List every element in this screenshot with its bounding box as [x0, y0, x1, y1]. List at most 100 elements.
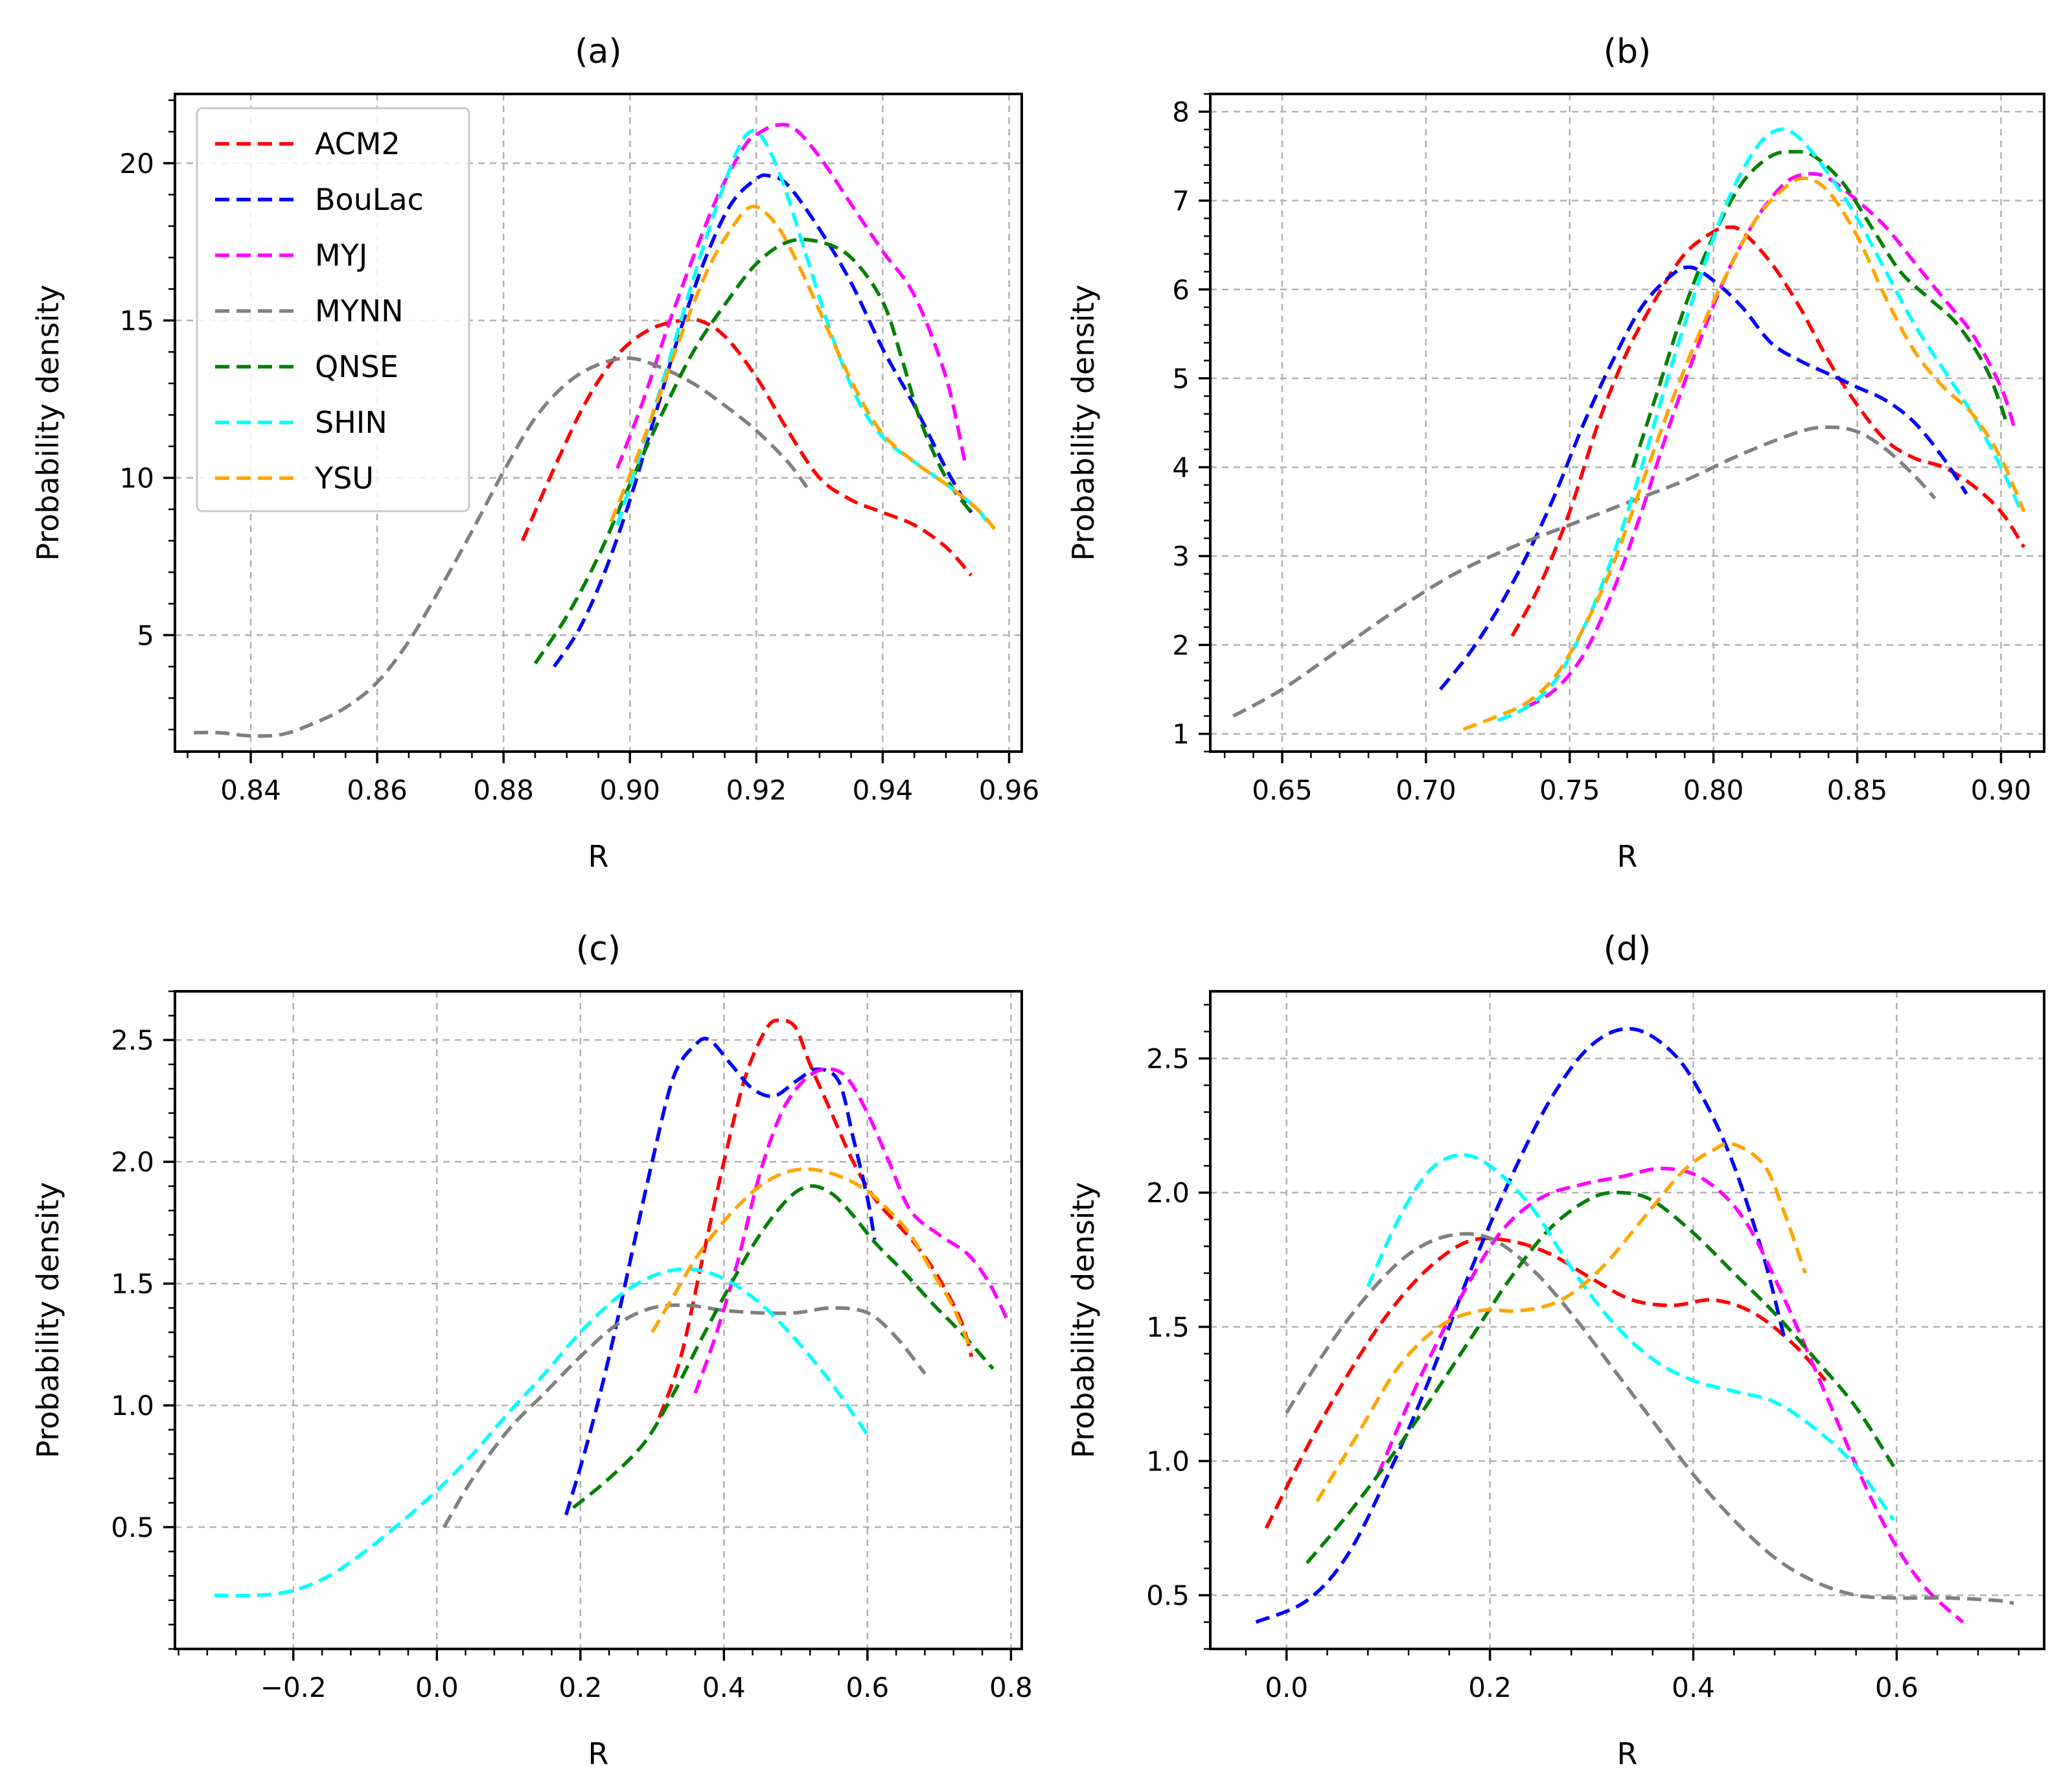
series-line-boulac [1438, 265, 1968, 691]
series-line-mynn [1232, 425, 1937, 718]
series-line-ysu [650, 1167, 974, 1353]
panel-c: −0.2 0.0 0.2 0.4 0.6 0.8 0.5 1.0 1.5 2.0 2.5 (c) R Pr… [30, 930, 1033, 1771]
y-tick-label: 1.0 [111, 1390, 154, 1422]
panel-title: (d) [1604, 930, 1652, 969]
legend-box [196, 107, 470, 512]
series-line-qnse [1631, 150, 2009, 468]
x-axis-label: R [1617, 1736, 1638, 1771]
x-axis-label: R [1617, 839, 1638, 874]
legend-label-acm2: ACM2 [315, 126, 400, 161]
y-tick-label: 0.5 [1146, 1580, 1190, 1611]
x-tick-label: 0.70 [1396, 774, 1456, 806]
series-line-shin [616, 128, 992, 529]
x-tick-label: 0.6 [1875, 1672, 1918, 1703]
y-tick-label: 20 [120, 148, 154, 179]
x-tick-label: −0.2 [260, 1672, 327, 1703]
y-tick-label: 10 [120, 462, 154, 494]
x-tick-label: 0.86 [347, 774, 408, 806]
y-tick-label: 2 [1172, 629, 1190, 661]
panel-d: 0.0 0.2 0.4 0.6 0.5 1.0 1.5 2.0 2.5 (d) R Probabili… [1066, 930, 2045, 1771]
series-line-shin [1366, 1153, 1895, 1521]
series-line-ysu [1462, 176, 2026, 731]
series-line-acm2 [658, 1019, 974, 1418]
series-line-myj [693, 1067, 1009, 1394]
legend-label-ysu: YSU [314, 461, 374, 496]
y-tick-label: 1.5 [1146, 1311, 1190, 1343]
x-tick-label: 0.75 [1539, 774, 1600, 806]
series-line-shin [214, 1267, 869, 1598]
y-tick-label: 1.5 [111, 1268, 154, 1300]
series-line-qnse [533, 237, 973, 665]
panel-title: (b) [1604, 32, 1652, 71]
series-line-myj [616, 122, 967, 469]
y-tick-label: 0.5 [111, 1512, 154, 1543]
x-tick-label: 0.85 [1827, 774, 1888, 806]
plot-frame [174, 990, 1023, 1650]
panel-title: (c) [576, 930, 621, 969]
legend: ACM2 BouLac MYJ MYNN QNSE SHIN YSU [196, 107, 470, 512]
x-tick-label: 0.4 [1672, 1672, 1715, 1703]
series-line-mynn [1285, 1232, 2014, 1606]
y-tick-label: 15 [120, 305, 154, 337]
y-axis-label: Probability density [30, 1182, 65, 1458]
panel-title: (a) [575, 32, 621, 71]
series-line-mynn [194, 356, 809, 738]
legend-label-boulac: BouLac [315, 182, 424, 217]
x-tick-label: 0.92 [726, 774, 787, 806]
y-tick-label: 2.5 [1146, 1043, 1190, 1075]
x-tick-label: 0.4 [702, 1672, 746, 1703]
series-line-myj [1525, 172, 2018, 709]
series-line-acm2 [1510, 225, 2026, 638]
x-tick-label: 0.0 [415, 1672, 459, 1703]
x-tick-label: 0.88 [473, 774, 534, 806]
y-axis-label: Probability density [30, 284, 65, 560]
x-tick-label: 0.8 [989, 1672, 1033, 1703]
series-line-boulac [552, 173, 973, 668]
x-tick-label: 0.80 [1683, 774, 1744, 806]
y-tick-label: 1.0 [1146, 1445, 1190, 1477]
x-tick-label: 0.90 [600, 774, 661, 806]
series-line-acm2 [1264, 1236, 1827, 1529]
series-line-boulac [1255, 1026, 1787, 1624]
x-tick-label: 0.94 [853, 774, 914, 806]
x-tick-label: 0.6 [846, 1672, 889, 1703]
panel-a: 0.84 0.86 0.88 0.90 0.92 0.94 0.96 5 10 15 20 (a) R P… [30, 32, 1039, 874]
series-line-mynn [443, 1303, 927, 1528]
x-axis-label: R [588, 839, 609, 874]
y-tick-label: 5 [1172, 363, 1190, 395]
y-tick-label: 2.5 [111, 1024, 154, 1056]
y-tick-label: 1 [1172, 719, 1190, 750]
series-line-acm2 [520, 317, 973, 577]
series-line-myj [1376, 1166, 1964, 1624]
panel-b: 0.65 0.70 0.75 0.80 0.85 0.90 1 2 3 4 5 6 7 8 (b) R Prob… [1066, 32, 2045, 874]
x-tick-label: 0.2 [558, 1672, 602, 1703]
series-line-ysu [609, 204, 998, 533]
series-line-qnse [571, 1184, 995, 1510]
x-tick-label: 0.2 [1468, 1672, 1512, 1703]
series-line-ysu [1315, 1141, 1807, 1503]
y-tick-label: 4 [1172, 452, 1190, 483]
x-tick-label: 0.0 [1265, 1672, 1308, 1703]
y-tick-label: 3 [1172, 540, 1190, 572]
legend-label-mynn: MYNN [315, 294, 404, 328]
x-tick-label: 0.96 [979, 774, 1040, 806]
plot-frame [1209, 990, 2045, 1650]
series-line-boulac [564, 1037, 877, 1515]
legend-label-qnse: QNSE [315, 349, 398, 384]
series-line-qnse [1306, 1190, 1896, 1565]
x-tick-label: 0.90 [1971, 774, 2032, 806]
y-tick-label: 2.0 [1146, 1177, 1190, 1209]
y-tick-label: 5 [137, 619, 154, 651]
y-tick-label: 2.0 [111, 1146, 154, 1178]
y-axis-label: Probability density [1066, 284, 1101, 560]
series-line-shin [1497, 127, 2023, 722]
y-axis-label: Probability density [1066, 1182, 1101, 1458]
y-tick-label: 6 [1172, 274, 1190, 306]
x-tick-label: 0.65 [1252, 774, 1313, 806]
y-tick-label: 7 [1172, 185, 1190, 217]
y-tick-label: 8 [1172, 96, 1190, 128]
legend-label-shin: SHIN [315, 405, 387, 440]
legend-label-myj: MYJ [315, 238, 367, 273]
x-axis-label: R [588, 1736, 609, 1771]
